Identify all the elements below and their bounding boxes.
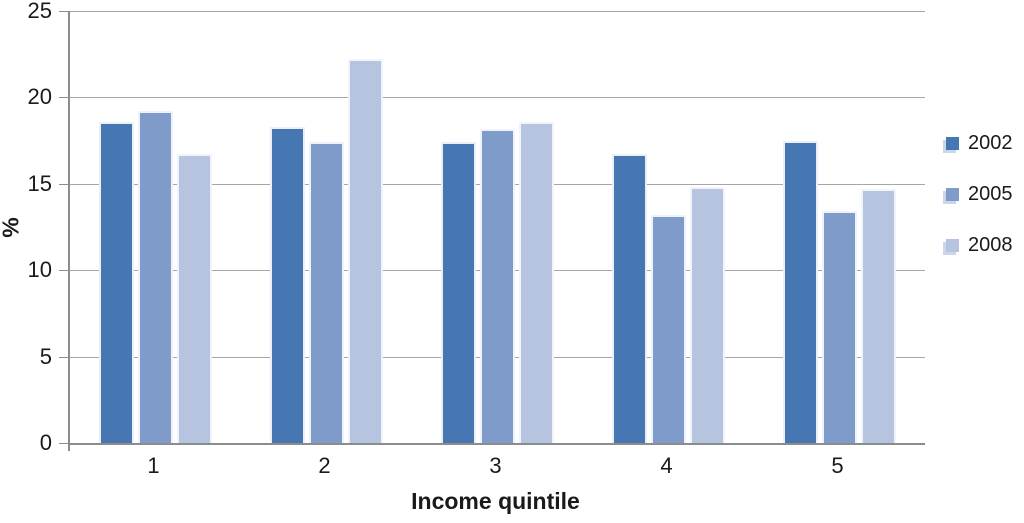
bar-2005-quintile-5: [822, 211, 857, 443]
x-axis-tick-labels: 1 2 3 4 5: [68, 453, 923, 479]
bar-2008-quintile-1: [177, 154, 212, 443]
y-tick-mark-10: [59, 270, 68, 272]
legend-marker-icon: [946, 187, 959, 201]
y-tick-label-0: 0: [39, 430, 52, 455]
y-axis-title: %: [0, 217, 24, 238]
bar-2008-quintile-4: [690, 187, 725, 443]
bar-2005-quintile-1: [138, 111, 173, 443]
bar-group-quintile-4: [583, 11, 754, 443]
y-tick-mark-15: [59, 183, 68, 185]
legend-label: 2005: [968, 183, 1013, 205]
legend-item-2005: 2005: [946, 184, 1013, 204]
y-tick-mark-20: [59, 97, 68, 99]
y-tick-label-15: 15: [27, 170, 52, 196]
bar-2002-quintile-1: [99, 121, 134, 443]
bar-2002-quintile-2: [270, 126, 305, 443]
bar-group-quintile-2: [241, 11, 412, 443]
legend-label: 2002: [968, 132, 1013, 154]
y-tick-mark-5: [59, 356, 68, 358]
legend-marker-icon: [946, 238, 959, 252]
gridline-y-20: [70, 97, 925, 99]
gridline-y-25: [70, 11, 925, 12]
y-tick-label-25: 25: [27, 0, 52, 23]
legend-label: 2008: [968, 234, 1013, 256]
x-tick-label-4: 4: [660, 453, 673, 478]
bar-2008-quintile-2: [348, 59, 383, 443]
bar-group-quintile-1: [70, 11, 241, 443]
bar-2008-quintile-3: [519, 121, 554, 443]
bar-2002-quintile-4: [612, 154, 647, 443]
bar-2002-quintile-5: [783, 140, 818, 443]
y-tick-label-10: 10: [27, 257, 52, 283]
y-tick-mark-0: [59, 443, 68, 444]
bar-2005-quintile-4: [651, 214, 686, 443]
x-tick-label-2: 2: [318, 453, 331, 478]
x-axis-title: Income quintile: [411, 488, 580, 514]
y-tick-label-5: 5: [39, 343, 52, 369]
bar-2008-quintile-5: [861, 188, 896, 443]
plot-area: [68, 11, 925, 445]
legend-marker-icon: [946, 136, 959, 150]
bar-group-quintile-5: [754, 11, 925, 443]
x-tick-label-5: 5: [831, 453, 844, 478]
bar-2005-quintile-2: [309, 142, 344, 443]
y-tick-label-20: 20: [27, 84, 52, 110]
legend-item-2002: 2002: [946, 133, 1013, 153]
legend-item-2008: 2008: [946, 235, 1013, 255]
x-axis-origin-tick: [68, 443, 70, 451]
x-tick-label-3: 3: [489, 453, 502, 478]
y-tick-mark-25: [59, 11, 68, 12]
legend: 2002 2005 2008: [946, 133, 1013, 255]
bar-2005-quintile-3: [480, 128, 515, 443]
x-tick-label-1: 1: [147, 453, 160, 478]
bar-groups: [70, 11, 925, 443]
bar-group-quintile-3: [412, 11, 583, 443]
bar-2002-quintile-3: [441, 142, 476, 443]
